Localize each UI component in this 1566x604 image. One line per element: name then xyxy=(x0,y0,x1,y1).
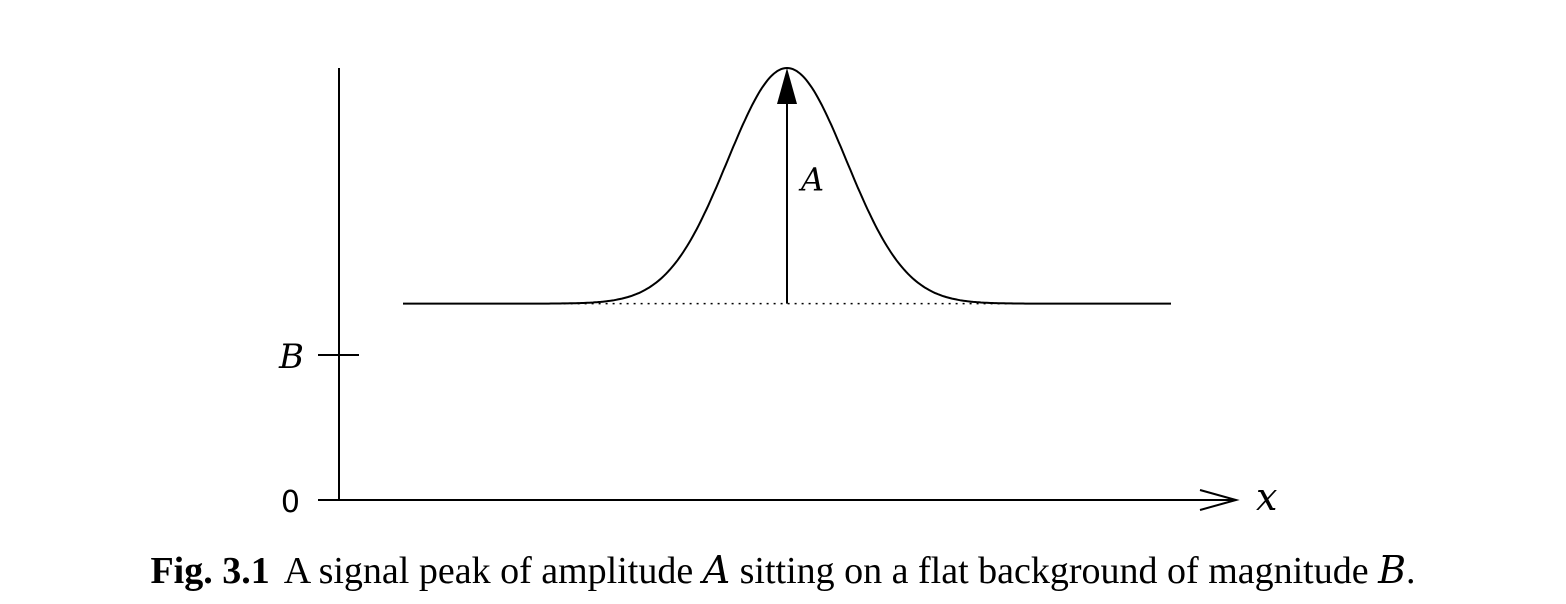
x-axis-arrowhead xyxy=(1199,489,1240,511)
y-tick-label-zero: 0 xyxy=(281,485,300,520)
caption-text-end: . xyxy=(1406,550,1416,592)
y-tick-label-b: B xyxy=(278,337,304,377)
figure-caption: Fig. 3.1 A signal peak of amplitude A sit… xyxy=(0,548,1566,593)
caption-math-b: B xyxy=(1378,548,1407,592)
caption-math-a: A xyxy=(702,548,731,592)
caption-text-start: A signal peak of amplitude xyxy=(283,550,703,592)
caption-figure-number: Fig. 3.1 xyxy=(150,550,270,592)
amplitude-arrowhead xyxy=(777,68,797,104)
amplitude-label: A xyxy=(798,161,824,199)
caption-text-middle: sitting on a flat background of magnitud… xyxy=(730,550,1379,592)
x-axis-label: x xyxy=(1256,475,1277,519)
figure-plot: 0 B x A xyxy=(278,66,1277,520)
